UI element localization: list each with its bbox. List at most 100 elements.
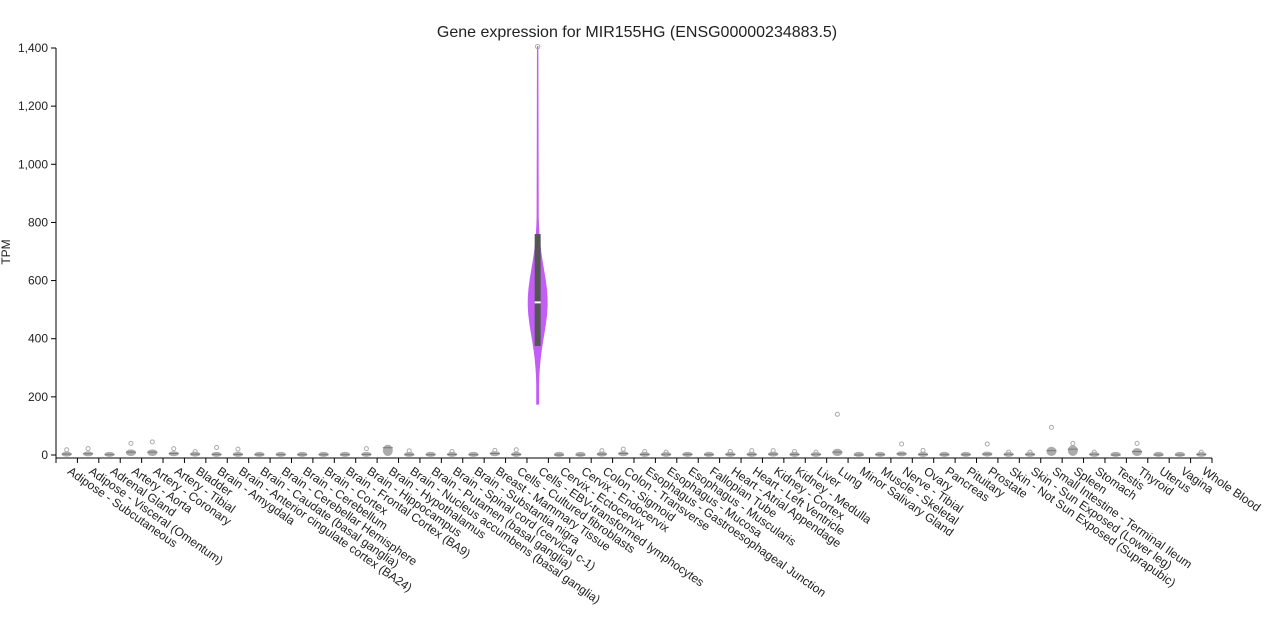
violin-5[interactable] xyxy=(168,446,179,457)
violin-shape[interactable] xyxy=(382,444,393,456)
violin-shape[interactable] xyxy=(1153,451,1164,457)
y-tick-label: 200 xyxy=(28,390,48,404)
violin-30[interactable] xyxy=(703,451,714,457)
violin-shape[interactable] xyxy=(1132,448,1143,457)
violin-32[interactable] xyxy=(746,448,757,457)
violin-53[interactable] xyxy=(1196,449,1207,457)
violin-shape[interactable] xyxy=(575,451,586,457)
violin-52[interactable] xyxy=(1174,451,1185,457)
violin-shape[interactable] xyxy=(1110,451,1121,457)
violin-11[interactable] xyxy=(297,451,308,457)
outlier-point xyxy=(620,446,626,452)
outlier-point xyxy=(792,449,798,455)
violin-18[interactable] xyxy=(447,449,458,457)
violin-39[interactable] xyxy=(896,441,907,457)
iqr-box xyxy=(534,234,541,346)
violin-50[interactable] xyxy=(1132,440,1143,457)
outlier-point xyxy=(834,411,840,417)
outlier-point xyxy=(920,447,926,453)
violin-20[interactable] xyxy=(489,447,500,457)
outlier-point xyxy=(171,446,177,452)
violin-10[interactable] xyxy=(275,451,286,457)
outlier-point xyxy=(406,448,412,454)
violin-13[interactable] xyxy=(340,451,350,457)
violin-14[interactable] xyxy=(361,446,372,457)
violin-19[interactable] xyxy=(468,451,479,457)
violin-37[interactable] xyxy=(853,451,864,457)
violin-4[interactable] xyxy=(147,439,158,456)
outlier-point xyxy=(192,449,198,455)
violin-38[interactable] xyxy=(875,451,886,457)
outlier-point xyxy=(449,449,455,455)
outlier-point xyxy=(1027,449,1033,455)
violin-49[interactable] xyxy=(1110,451,1121,457)
violin-7[interactable] xyxy=(211,444,222,457)
violin-34[interactable] xyxy=(789,449,800,457)
violin-21[interactable] xyxy=(511,447,522,457)
violin-40[interactable] xyxy=(918,447,928,457)
violin-shape[interactable] xyxy=(1046,446,1057,456)
violin-36[interactable] xyxy=(832,411,843,456)
violins-group xyxy=(61,43,1207,457)
violin-1[interactable] xyxy=(83,446,94,457)
violin-41[interactable] xyxy=(939,451,950,457)
violin-45[interactable] xyxy=(1025,449,1036,457)
violin-shape[interactable] xyxy=(147,449,158,456)
violin-24[interactable] xyxy=(575,451,586,457)
violin-44[interactable] xyxy=(1003,449,1014,457)
outlier-point xyxy=(1134,440,1140,446)
violin-31[interactable] xyxy=(725,449,736,457)
outlier-point xyxy=(85,446,91,452)
violin-6[interactable] xyxy=(190,449,201,457)
violin-3[interactable] xyxy=(125,440,136,456)
y-tick-label: 1,000 xyxy=(18,157,48,171)
outlier-point xyxy=(363,446,369,452)
violin-43[interactable] xyxy=(982,441,993,457)
violin-33[interactable] xyxy=(768,448,779,457)
outlier-point xyxy=(1091,449,1097,455)
outlier-point xyxy=(1048,424,1054,430)
outlier-point xyxy=(235,446,241,452)
outlier-point xyxy=(214,444,220,450)
violin-23[interactable] xyxy=(554,451,565,457)
violin-8[interactable] xyxy=(232,446,243,457)
y-tick-label: 1,400 xyxy=(18,41,48,55)
violin-48[interactable] xyxy=(1089,449,1100,457)
violin-29[interactable] xyxy=(682,451,693,457)
outlier-point xyxy=(984,441,990,447)
violin-28[interactable] xyxy=(661,449,672,457)
y-tick-label: 600 xyxy=(28,274,48,288)
violin-16[interactable] xyxy=(404,448,415,457)
violin-25[interactable] xyxy=(596,448,607,457)
violin-22[interactable] xyxy=(527,43,548,405)
violin-35[interactable] xyxy=(810,449,821,457)
outlier-point xyxy=(899,441,905,447)
violin-shape[interactable] xyxy=(1174,451,1185,457)
violin-shape[interactable] xyxy=(554,451,565,457)
violin-26[interactable] xyxy=(618,446,629,457)
violin-9[interactable] xyxy=(254,451,265,457)
violin-shape[interactable] xyxy=(125,449,136,456)
outlier-point xyxy=(64,447,70,453)
violin-15[interactable] xyxy=(382,444,393,456)
violin-shape[interactable] xyxy=(853,451,864,457)
y-tick-label: 400 xyxy=(28,332,48,346)
violin-51[interactable] xyxy=(1153,451,1164,457)
violin-46[interactable] xyxy=(1046,424,1057,456)
outlier-point xyxy=(749,448,755,454)
violin-27[interactable] xyxy=(639,449,650,457)
violin-shape[interactable] xyxy=(1067,445,1078,456)
violin-47[interactable] xyxy=(1067,440,1078,456)
violin-2[interactable] xyxy=(104,451,115,457)
violin-shape[interactable] xyxy=(527,46,548,405)
outlier-point xyxy=(599,448,605,454)
outlier-point xyxy=(1070,440,1076,446)
violin-17[interactable] xyxy=(425,451,436,457)
violin-42[interactable] xyxy=(960,451,971,457)
outlier-point xyxy=(642,449,648,455)
violin-0[interactable] xyxy=(61,447,72,457)
outlier-point xyxy=(128,440,134,446)
violin-12[interactable] xyxy=(318,451,329,457)
